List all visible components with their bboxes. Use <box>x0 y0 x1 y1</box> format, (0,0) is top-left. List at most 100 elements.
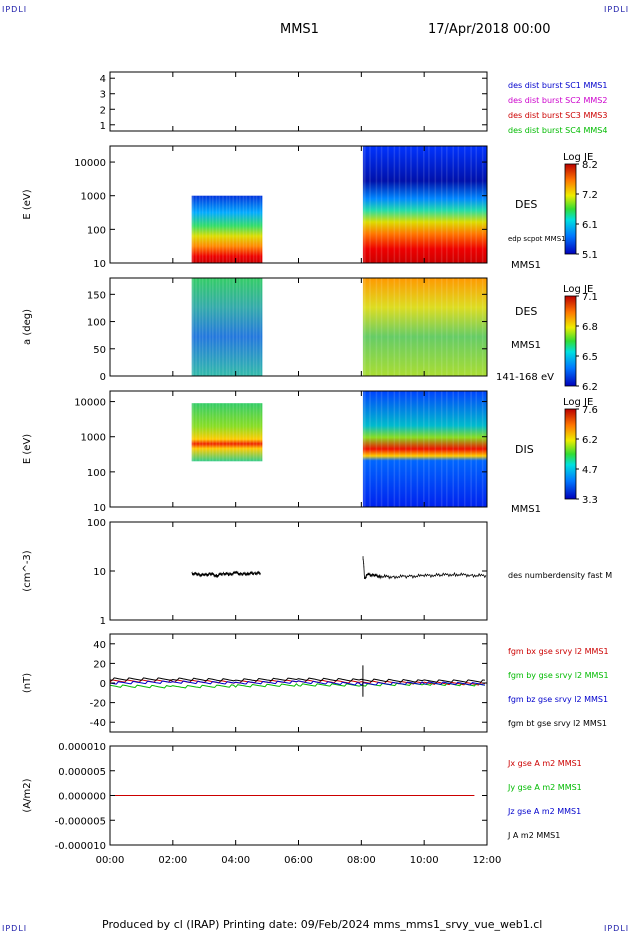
heatmap-texture <box>212 195 214 263</box>
heatmap-texture <box>369 278 371 376</box>
density-line <box>191 570 261 579</box>
y-tick-label: 10 <box>93 567 106 578</box>
heatmap-texture <box>209 403 211 462</box>
heatmap-texture <box>222 403 224 462</box>
heatmap-texture <box>380 391 383 507</box>
y-tick-label: 0.000005 <box>58 767 106 778</box>
heatmap-texture <box>452 278 454 376</box>
species-label: DES <box>515 198 537 211</box>
heatmap-texture <box>218 403 221 462</box>
legend-entry: des dist burst SC3 MMS3 <box>508 111 607 120</box>
legend-entry: fgm by gse srvy l2 MMS1 <box>508 671 609 680</box>
heatmap-texture <box>434 146 437 263</box>
heatmap-texture <box>239 195 241 263</box>
heatmap-texture <box>228 403 231 462</box>
energy-band-label: 141-168 eV <box>496 372 554 383</box>
colorbar <box>564 408 577 500</box>
heatmap-texture <box>475 278 477 376</box>
spacecraft-label: MMS1 <box>511 340 541 351</box>
heatmap-texture <box>201 195 204 263</box>
heatmap-texture <box>245 195 248 263</box>
heatmap-texture <box>398 278 401 376</box>
x-tick-label: 00:00 <box>96 855 125 866</box>
heatmap-texture <box>242 195 245 263</box>
heatmap-texture <box>440 391 443 507</box>
colorbar-tick-label: 5.1 <box>582 250 598 261</box>
y-axis-label: (cm^-3) <box>22 550 33 591</box>
heatmap-texture <box>225 278 228 376</box>
legend-entry: Jz gse A m2 MMS1 <box>507 807 581 816</box>
heatmap-block <box>362 391 487 507</box>
x-tick-label: 06:00 <box>284 855 313 866</box>
y-tick-label: 1000 <box>81 433 106 444</box>
heatmap-block <box>191 403 263 462</box>
heatmap-texture <box>212 278 214 376</box>
heatmap-texture <box>195 278 197 376</box>
heatmap-texture <box>393 391 396 507</box>
x-tick-label: 02:00 <box>158 855 187 866</box>
heatmap-texture <box>423 278 425 376</box>
heatmap-texture <box>191 195 194 263</box>
heatmap-texture <box>215 195 218 263</box>
heatmap-texture <box>192 195 194 263</box>
y-tick-label: 10 <box>93 503 106 514</box>
heatmap-texture <box>259 195 261 263</box>
y-tick-label: 1 <box>100 121 106 132</box>
heatmap-texture <box>369 391 371 507</box>
corner-logo-bl: IPDLI <box>2 924 28 933</box>
x-tick-label: 04:00 <box>221 855 250 866</box>
heatmap-texture <box>452 146 454 263</box>
y-tick-label: 0 <box>100 372 106 383</box>
legend-entry: fgm bz gse srvy l2 MMS1 <box>508 695 608 704</box>
heatmap-block <box>191 278 263 376</box>
heatmap-texture <box>375 391 378 507</box>
legend-entry: Jy gse A m2 MMS1 <box>507 783 582 792</box>
heatmap-texture <box>463 391 466 507</box>
y-tick-label: 100 <box>87 518 106 529</box>
plot-date: 17/Apr/2018 00:00 <box>428 22 551 37</box>
y-tick-label: -0.000005 <box>55 816 106 827</box>
heatmap-texture <box>475 146 477 263</box>
y-axis-label: a (deg) <box>22 309 33 345</box>
heatmap-texture <box>416 391 419 507</box>
legend-entry: Jx gse A m2 MMS1 <box>507 759 582 768</box>
colorbar-title: Log JE <box>563 284 593 295</box>
y-tick-label: 100 <box>87 318 106 329</box>
series-line <box>109 680 485 686</box>
panel-frame <box>109 521 488 621</box>
colorbar-tick-label: 6.5 <box>582 352 598 363</box>
heatmap-texture <box>242 278 245 376</box>
colorbar-title: Log JE <box>563 152 593 163</box>
y-tick-label: 100 <box>87 225 106 236</box>
heatmap-texture <box>212 403 214 462</box>
species-label: DES <box>515 305 537 318</box>
heatmap-texture <box>463 278 466 376</box>
spacecraft-label: MMS1 <box>511 260 541 271</box>
y-tick-label: 50 <box>93 345 106 356</box>
heatmap-texture <box>380 278 383 376</box>
x-tick-label: 08:00 <box>347 855 376 866</box>
y-axis-label: E (eV) <box>22 434 33 464</box>
heatmap-texture <box>375 278 378 376</box>
heatmap-texture <box>191 403 194 462</box>
heatmap-texture <box>255 403 258 462</box>
heatmap-block <box>362 278 487 376</box>
y-tick-label: 4 <box>100 74 106 85</box>
heatmap-texture <box>242 403 245 462</box>
heatmap-texture <box>191 278 194 376</box>
density-line <box>362 556 487 580</box>
y-tick-label: 150 <box>87 290 106 301</box>
heatmap-texture <box>364 278 366 376</box>
heatmap-texture <box>481 278 484 376</box>
y-tick-label: -40 <box>90 718 106 729</box>
heatmap-texture <box>232 278 234 376</box>
heatmap-texture <box>393 146 396 263</box>
y-axis-label: (nT) <box>22 673 33 693</box>
heatmap-texture <box>205 195 208 263</box>
heatmap-texture <box>410 278 412 376</box>
legend-entry: fgm bx gse srvy l2 MMS1 <box>508 647 609 656</box>
y-tick-label: 1000 <box>81 192 106 203</box>
heatmap-texture <box>434 278 437 376</box>
colorbar-tick-label: 8.2 <box>582 160 598 171</box>
colorbar-tick-label: 6.2 <box>582 435 598 446</box>
